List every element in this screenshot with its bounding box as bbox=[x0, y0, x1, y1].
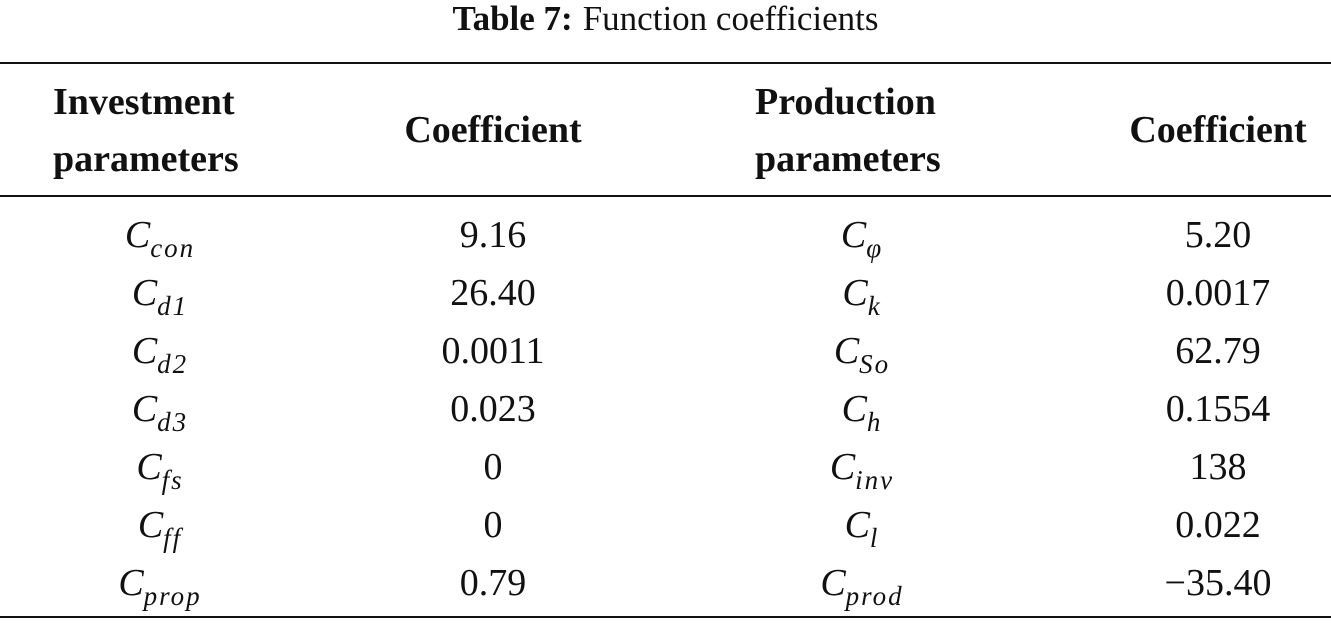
value-cell: 0.0017 bbox=[1165, 272, 1271, 314]
symbol-subscript: prop bbox=[143, 581, 202, 611]
symbol: Cinv bbox=[829, 446, 894, 495]
symbol-base: C bbox=[833, 330, 860, 372]
symbol-base: C bbox=[136, 446, 162, 488]
symbol: Cd3 bbox=[131, 388, 188, 437]
parameter-cell: Cff bbox=[138, 496, 182, 567]
header-line: parameters bbox=[53, 138, 239, 180]
value-cell: 0 bbox=[483, 504, 503, 546]
parameter-cell: Cprod bbox=[820, 554, 903, 625]
value-cell: 0 bbox=[483, 446, 503, 488]
header-line: Production bbox=[755, 81, 936, 123]
symbol-subscript: d3 bbox=[157, 407, 189, 437]
symbol-subscript: l bbox=[869, 523, 880, 553]
bottom-rule bbox=[0, 616, 1331, 618]
symbol-base: C bbox=[131, 330, 158, 372]
symbol: Cff bbox=[137, 504, 182, 553]
table-caption: Table 7: Function coefficients bbox=[0, 0, 1331, 38]
symbol-subscript: h bbox=[866, 407, 883, 437]
symbol: Cd2 bbox=[131, 330, 188, 379]
top-rule bbox=[0, 62, 1331, 64]
value-cell: 0.022 bbox=[1175, 504, 1261, 546]
symbol-subscript: prod bbox=[845, 581, 904, 611]
symbol-base: C bbox=[820, 562, 846, 604]
symbol-base: C bbox=[840, 214, 867, 256]
symbol-base: C bbox=[842, 272, 868, 314]
symbol-base: C bbox=[131, 272, 158, 314]
symbol-subscript: con bbox=[150, 233, 196, 263]
caption-label: Table 7: bbox=[452, 0, 573, 38]
symbol-subscript: inv bbox=[855, 465, 895, 495]
header-cell: Investment parameters bbox=[53, 74, 239, 188]
symbol-subscript: ff bbox=[163, 523, 183, 553]
header-line: parameters bbox=[755, 138, 941, 180]
parameter-cell: Cinv bbox=[830, 438, 894, 509]
symbol-subscript: φ bbox=[866, 233, 884, 263]
parameter-cell: Ccon bbox=[125, 206, 195, 277]
value-cell: 5.20 bbox=[1184, 214, 1252, 256]
symbol-base: C bbox=[124, 214, 151, 256]
header-cell: Production parameters bbox=[755, 74, 941, 188]
parameter-cell: Cd3 bbox=[132, 380, 188, 451]
parameter-cell: Ch bbox=[842, 380, 883, 451]
value-cell: 138 bbox=[1189, 446, 1247, 488]
symbol-base: C bbox=[829, 446, 856, 488]
header-line: Coefficient bbox=[1129, 109, 1307, 151]
symbol: Cl bbox=[844, 504, 880, 553]
parameter-cell: Cd2 bbox=[132, 322, 188, 393]
caption-text: Function coefficients bbox=[582, 0, 879, 38]
symbol: Ch bbox=[841, 388, 883, 437]
parameter-cell: Ck bbox=[842, 264, 881, 335]
symbol-base: C bbox=[131, 388, 158, 430]
value-cell: −35.40 bbox=[1164, 562, 1272, 604]
symbol: Cd1 bbox=[131, 272, 188, 321]
symbol-base: C bbox=[844, 504, 870, 546]
value-cell: 0.0011 bbox=[441, 330, 545, 372]
value-cell: 0.023 bbox=[450, 388, 536, 430]
symbol: Cφ bbox=[840, 214, 883, 263]
value-cell: 62.79 bbox=[1175, 330, 1261, 372]
symbol: Cprod bbox=[820, 562, 903, 611]
parameter-cell: Cφ bbox=[841, 206, 883, 277]
value-cell: 0.79 bbox=[459, 562, 527, 604]
header-line: Investment bbox=[53, 81, 235, 123]
symbol-base: C bbox=[137, 504, 164, 546]
symbol-subscript: d2 bbox=[157, 349, 189, 379]
parameter-cell: CSo bbox=[834, 322, 890, 393]
symbol: Ck bbox=[842, 272, 881, 321]
symbol-base: C bbox=[841, 388, 867, 430]
symbol-base: C bbox=[118, 562, 144, 604]
parameter-cell: Cl bbox=[845, 496, 880, 567]
header-line: Coefficient bbox=[404, 109, 582, 151]
parameter-cell: Cfs bbox=[136, 438, 183, 509]
symbol-subscript: fs bbox=[161, 465, 184, 495]
symbol-subscript: d1 bbox=[157, 291, 189, 321]
parameter-cell: Cprop bbox=[118, 554, 201, 625]
header-cell: Coefficient bbox=[1129, 102, 1306, 159]
symbol-subscript: k bbox=[867, 291, 882, 321]
symbol: Cprop bbox=[118, 562, 201, 611]
header-cell: Coefficient bbox=[404, 102, 581, 159]
symbol: Ccon bbox=[124, 214, 195, 263]
parameter-cell: Cd1 bbox=[132, 264, 188, 335]
value-cell: 0.1554 bbox=[1165, 388, 1271, 430]
value-cell: 26.40 bbox=[450, 272, 536, 314]
symbol-subscript: So bbox=[859, 349, 891, 379]
value-cell: 9.16 bbox=[459, 214, 527, 256]
symbol: CSo bbox=[833, 330, 890, 379]
mid-rule bbox=[0, 195, 1331, 197]
symbol: Cfs bbox=[136, 446, 183, 495]
